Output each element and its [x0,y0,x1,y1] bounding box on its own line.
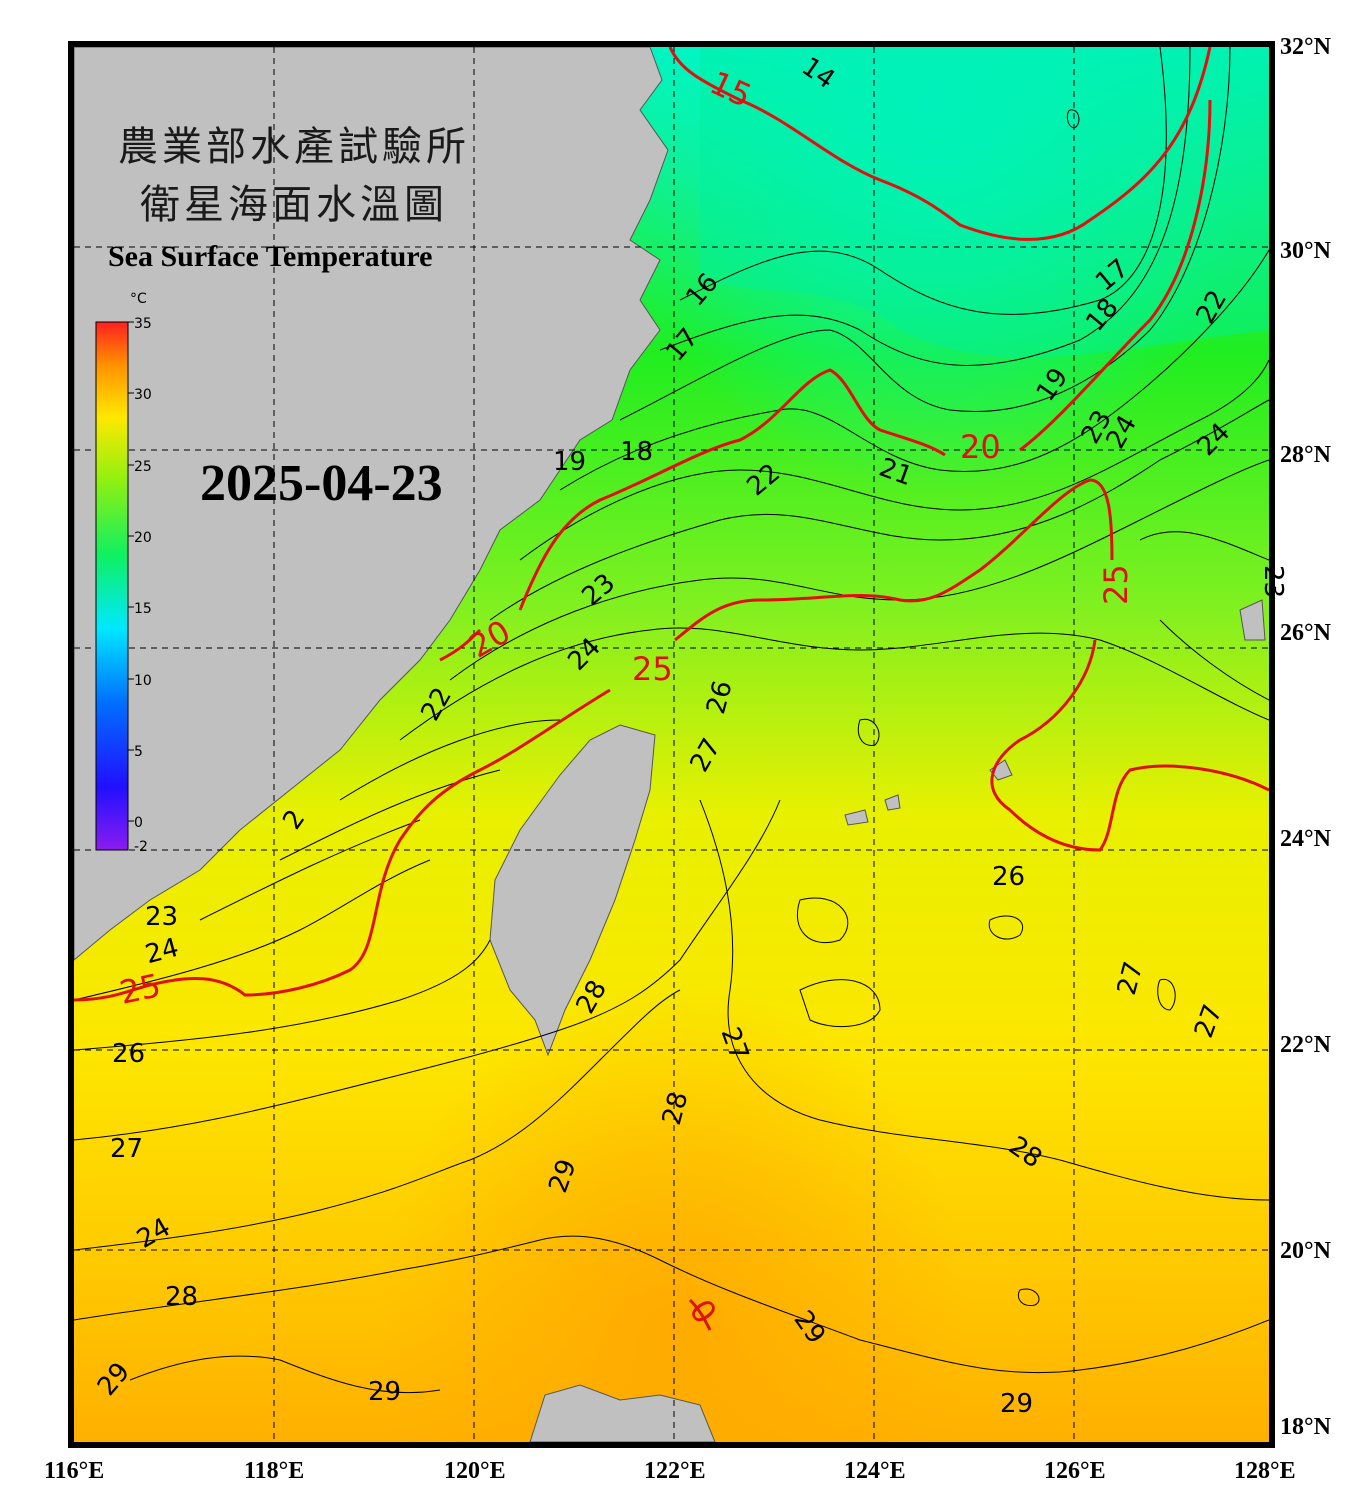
longitude-label: 122°E [644,1458,706,1484]
ryukyu-island [844,809,869,826]
isotherm-label: 25 [632,650,673,688]
colorbar-tick: 30 [134,387,152,403]
latitude-axis: 32°N 30°N 28°N 26°N 24°N 22°N 20°N 18°N [1280,34,1332,1440]
ryukyu-island [884,794,901,811]
isotherm-label: 25 [116,966,164,1012]
isotherm-label: 29 [368,1377,401,1407]
isotherm-label: 28 [165,1282,198,1312]
colorbar-tick: 15 [134,601,152,617]
isotherm-15 [668,47,1212,241]
longitude-label: 116°E [44,1458,104,1484]
isotherm-20b [1019,99,1212,452]
longitude-label: 118°E [244,1458,304,1484]
luzon [529,1384,716,1442]
longitude-label: 126°E [1044,1458,1106,1484]
land-masses [74,47,1266,1442]
latitude-label: 28°N [1280,442,1332,468]
ryukyu-island [1239,599,1266,641]
isotherm-25b [674,478,1114,642]
latitude-label: 20°N [1280,1238,1332,1264]
isotherm-20c [439,628,482,662]
colorbar-ramp [95,321,129,851]
isotherm-30 [688,1298,712,1331]
latitude-label: 22°N [1280,1032,1332,1058]
isotherm-label: 23 [145,902,178,932]
colorbar-tick: 10 [134,673,152,689]
product-title: 衛星海面水溫圖 [140,182,448,228]
colorbar-tick: 5 [134,744,143,760]
latitude-label: 32°N [1280,34,1332,60]
isotherm-label: 20 [960,428,1001,466]
isotherm-label: 25 [1097,564,1135,605]
map-frame [68,41,1275,1448]
longitude-label: 128°E [1234,1458,1296,1484]
isotherm-25 [74,688,611,1002]
isotherm-20 [518,368,946,611]
isotherm-25c [990,639,1269,852]
isotherm-label: 27 [110,1134,143,1164]
taiwan [489,724,656,1057]
english-title: Sea Surface Temperature [108,240,432,273]
colorbar-tick: 25 [134,459,152,475]
colorbar: °C 35 30 25 20 15 10 5 0 -2 [95,291,152,855]
colorbar-tick: -2 [134,839,148,855]
latitude-label: 18°N [1280,1414,1332,1440]
latitude-label: 26°N [1280,620,1332,646]
title-block: 農業部水產試驗所 衛星海面水溫圖 Sea Surface Temperature… [108,124,470,512]
isotherm-label: 18 [620,437,653,467]
ryukyu-island [989,759,1013,781]
latitude-label: 30°N [1280,238,1332,264]
latitude-label: 24°N [1280,826,1332,852]
isotherm-label: 26 [992,862,1025,892]
longitude-label: 124°E [844,1458,906,1484]
longitude-label: 120°E [444,1458,506,1484]
colorbar-tick: 35 [134,316,152,332]
graticule [74,47,1269,1442]
colorbar-tick: 0 [134,815,143,831]
colorbar-unit: °C [130,291,147,307]
isotherm-label: 19 [553,447,586,477]
colorbar-tick: 20 [134,530,152,546]
longitude-axis: 116°E 118°E 120°E 122°E 124°E 126°E 128°… [44,1458,1296,1484]
isotherm-label: 29 [1000,1389,1033,1419]
minor-isotherms [74,47,1269,1394]
isotherm-label: 26 [112,1039,145,1069]
agency-title: 農業部水產試驗所 [118,124,470,170]
major-isotherms [74,47,1269,1331]
date-label: 2025-04-23 [200,455,443,512]
